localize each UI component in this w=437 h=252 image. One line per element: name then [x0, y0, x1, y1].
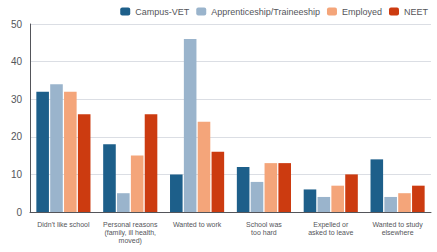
svg-text:30: 30	[11, 94, 23, 105]
svg-text:School was: School was	[246, 221, 282, 228]
svg-text:Wanted to work: Wanted to work	[173, 221, 222, 228]
svg-text:50: 50	[11, 19, 23, 30]
svg-text:NEET: NEET	[404, 7, 429, 17]
svg-text:Wanted to study: Wanted to study	[372, 221, 423, 229]
svg-text:too hard: too hard	[251, 229, 277, 236]
svg-text:Expelled or: Expelled or	[313, 221, 349, 229]
svg-text:Employed: Employed	[342, 7, 382, 17]
svg-text:Didn't like school: Didn't like school	[37, 221, 90, 228]
svg-text:moved): moved)	[119, 237, 142, 245]
svg-text:40: 40	[11, 56, 23, 67]
svg-text:Campus-VET: Campus-VET	[135, 7, 190, 17]
svg-text:0: 0	[16, 207, 22, 218]
svg-text:asked to leave: asked to leave	[308, 229, 353, 236]
svg-text:Apprenticeship/Traineeship: Apprenticeship/Traineeship	[211, 7, 320, 17]
svg-text:10: 10	[11, 169, 23, 180]
svg-text:elsewhere: elsewhere	[382, 229, 414, 236]
svg-text:20: 20	[11, 131, 23, 142]
svg-text:Personal reasons: Personal reasons	[103, 221, 158, 228]
svg-text:(family, ill health,: (family, ill health,	[104, 229, 156, 237]
